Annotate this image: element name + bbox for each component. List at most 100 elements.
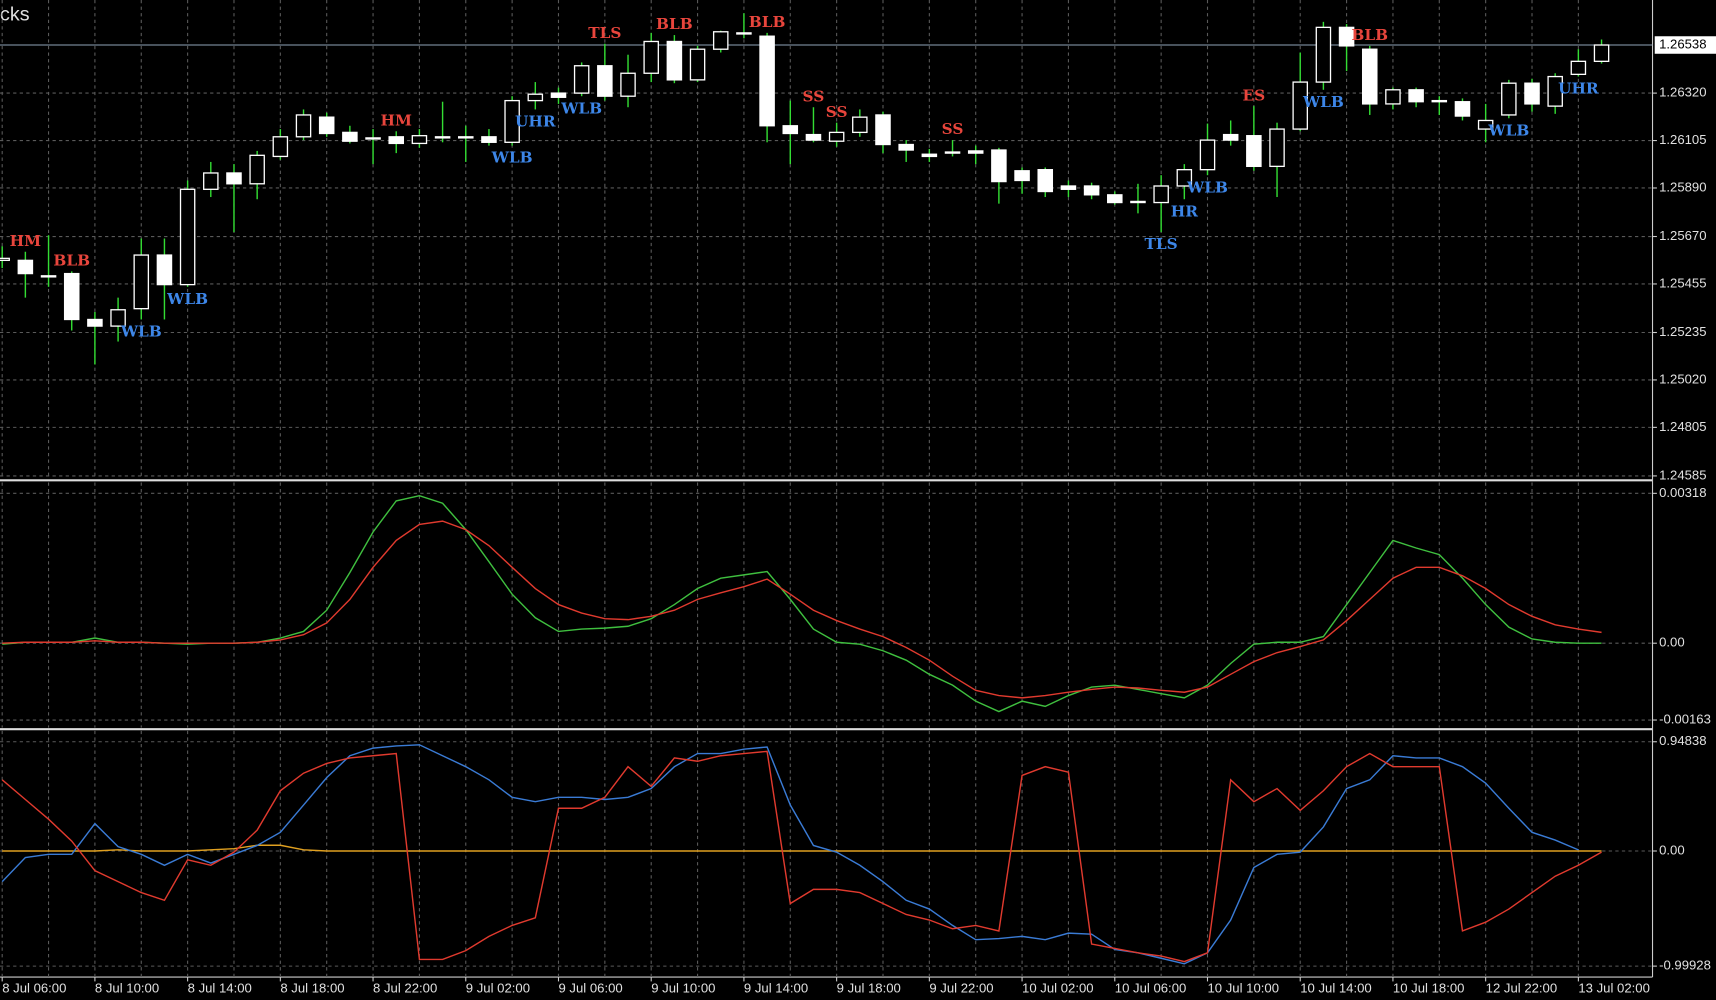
x-tick-label: 10 Jul 10:00	[1208, 981, 1280, 996]
candle-body	[1269, 128, 1285, 168]
candle-body	[1315, 26, 1332, 83]
x-tick-label: 9 Jul 14:00	[744, 981, 808, 996]
candle-body	[1292, 81, 1308, 130]
candle-body	[318, 116, 335, 135]
candle-body	[666, 40, 683, 81]
pattern-label: HM	[381, 111, 412, 129]
candle-body	[434, 136, 451, 139]
x-tick-label: 9 Jul 10:00	[651, 981, 715, 996]
last-price-label: 1.26538	[1659, 36, 1706, 51]
indicator-line	[1, 744, 1579, 965]
indicator-line	[2, 844, 1602, 852]
y-tick-label: -0.00163	[1659, 712, 1711, 727]
candle-body	[1593, 44, 1610, 62]
candle-body	[458, 136, 474, 139]
pattern-label: BLB	[53, 252, 90, 270]
pattern-label: SS	[942, 120, 964, 138]
candle-body	[1454, 101, 1471, 117]
y-tick-label: 1.24805	[1659, 419, 1706, 434]
candle-body	[342, 131, 358, 142]
candle-body	[17, 259, 34, 275]
candle-body	[736, 32, 752, 35]
candle-body	[1408, 89, 1424, 103]
candle-body	[365, 137, 381, 140]
y-tick-label: 1.25890	[1659, 179, 1706, 194]
y-tick-label: 1.25670	[1659, 228, 1706, 243]
pattern-label: SS	[803, 87, 825, 105]
y-tick-label: 1.24585	[1659, 467, 1706, 482]
candle-body	[875, 114, 891, 146]
pattern-label: SS	[826, 103, 848, 121]
candle-body	[226, 172, 242, 185]
candle-body	[689, 48, 706, 81]
x-tick-label: 10 Jul 18:00	[1393, 981, 1465, 996]
pattern-label: BLB	[1351, 26, 1388, 44]
pattern-label: ES	[1243, 86, 1266, 104]
y-tick-label: 1.25020	[1659, 371, 1706, 386]
candle-body	[1222, 133, 1239, 141]
indicator-line	[1, 750, 1602, 963]
x-tick-label: 8 Jul 10:00	[95, 981, 159, 996]
candle-body	[1130, 200, 1146, 204]
candle-body	[805, 133, 822, 141]
y-tick-label: 1.26320	[1659, 85, 1706, 100]
x-tick-label: 9 Jul 02:00	[466, 981, 530, 996]
candle-body	[504, 99, 520, 143]
y-tick-label: 0.00318	[1659, 485, 1706, 500]
pattern-label: TLS	[1145, 235, 1178, 253]
pattern-label: WLB	[1186, 178, 1228, 196]
candle-body	[203, 172, 219, 190]
candle-body	[1153, 185, 1169, 204]
candle-body	[1083, 185, 1100, 196]
pattern-label: BLB	[656, 15, 693, 33]
indicator-line	[2, 520, 1602, 699]
y-tick-label: 0.00	[1659, 635, 1685, 650]
candle-body	[1014, 170, 1030, 182]
candle-body	[1431, 99, 1448, 103]
y-tick-label: 0.00	[1659, 842, 1685, 857]
pattern-label: WLB	[491, 149, 533, 167]
candle-body	[991, 149, 1007, 183]
pattern-label: UHR	[515, 113, 556, 131]
candle-body	[1246, 135, 1262, 168]
last-price-box	[1654, 36, 1716, 54]
candle-body	[388, 136, 405, 145]
candle-body	[156, 254, 173, 286]
y-tick-label: 1.26105	[1659, 132, 1706, 147]
candle-body	[1037, 169, 1054, 193]
candle-body	[1361, 48, 1378, 105]
pattern-label: WLB	[1302, 93, 1344, 111]
candle-body	[828, 131, 845, 142]
candle-body	[481, 136, 497, 143]
x-tick-label: 8 Jul 22:00	[373, 981, 437, 996]
pattern-label: UHR	[1558, 80, 1599, 98]
candle-body	[527, 93, 544, 102]
x-tick-label: 9 Jul 22:00	[929, 981, 993, 996]
candle-body	[1477, 119, 1494, 130]
candle-body	[1060, 185, 1077, 190]
candle-body	[40, 275, 57, 278]
candle-body	[921, 153, 938, 158]
y-tick-label: -0.99928	[1659, 958, 1711, 973]
candle-body	[1338, 26, 1355, 47]
x-tick-label: 9 Jul 06:00	[558, 981, 622, 996]
pattern-label: WLB	[120, 323, 162, 341]
candle-body	[63, 272, 80, 321]
candle-body	[1501, 82, 1517, 116]
pattern-label: BLB	[749, 13, 786, 31]
pattern-label: WLB	[560, 99, 602, 117]
x-tick-label: 10 Jul 06:00	[1115, 981, 1187, 996]
x-tick-label: 10 Jul 02:00	[1022, 981, 1094, 996]
candle-body	[712, 31, 729, 50]
candle-body	[597, 65, 613, 97]
candle-body	[249, 154, 265, 185]
candle-body	[1385, 89, 1401, 105]
candle-body	[643, 40, 659, 74]
candle-body	[573, 65, 590, 94]
candle-body	[967, 150, 984, 154]
pattern-label: HR	[1171, 202, 1198, 220]
candle-body	[759, 35, 775, 127]
